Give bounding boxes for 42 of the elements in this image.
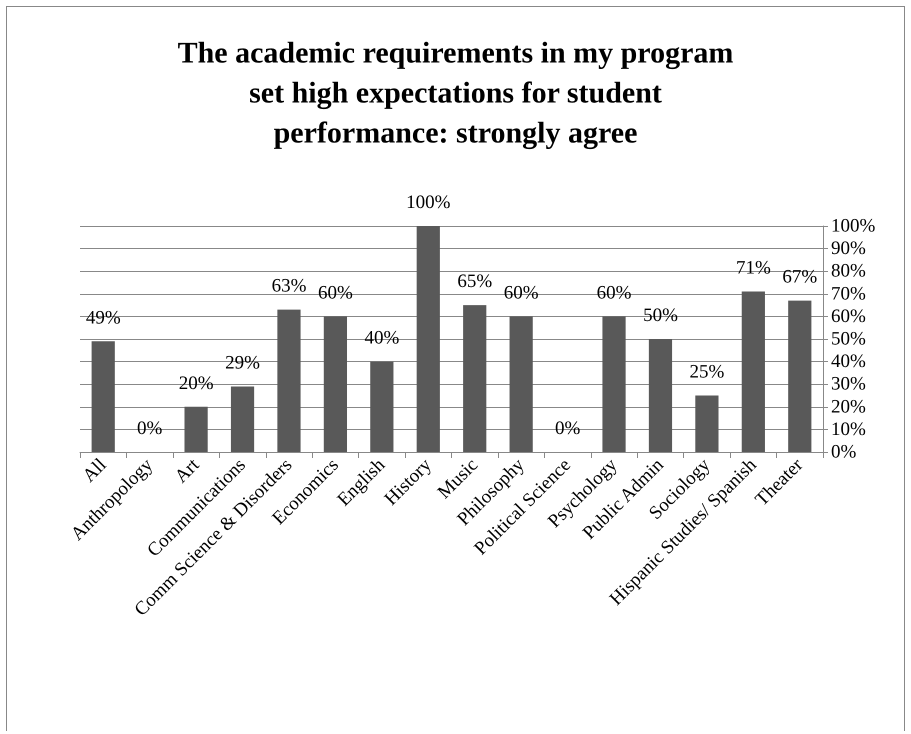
bar	[463, 305, 486, 452]
data-label: 60%	[318, 282, 353, 304]
y-tick-label: 40%	[831, 351, 866, 372]
bar	[416, 226, 440, 452]
y-tick-label: 30%	[831, 374, 866, 395]
data-label: 50%	[643, 305, 678, 326]
data-label: 40%	[364, 328, 400, 349]
y-tick-label: 50%	[831, 328, 866, 350]
data-label: 60%	[596, 282, 632, 304]
bar	[695, 396, 719, 452]
y-tick-label: 70%	[831, 283, 866, 304]
data-label: 60%	[504, 282, 539, 304]
data-label: 63%	[272, 276, 307, 297]
y-tick-label: 60%	[831, 306, 866, 327]
data-label: 71%	[736, 258, 771, 279]
data-label: 0%	[554, 418, 580, 439]
bar	[742, 292, 765, 452]
y-tick-label: 90%	[831, 238, 866, 260]
bar	[602, 316, 626, 452]
data-label: 0%	[136, 418, 162, 439]
y-tick-label: 80%	[831, 260, 866, 282]
data-label: 65%	[457, 271, 492, 292]
data-label: 20%	[178, 372, 214, 394]
y-tick-label: 20%	[831, 396, 866, 418]
bar	[324, 316, 348, 452]
y-tick-label: 0%	[831, 442, 856, 462]
data-label: 49%	[86, 307, 121, 328]
bar	[510, 316, 533, 452]
bar	[370, 362, 394, 452]
data-label: 29%	[225, 352, 260, 374]
chart-title: The academic requirements in my program set high expectations for student performance: strongly agree	[178, 36, 734, 150]
y-tick-label: 10%	[831, 418, 866, 440]
bar	[648, 339, 672, 452]
data-label: 100%	[406, 192, 451, 213]
bar	[230, 386, 254, 452]
bar	[788, 300, 812, 452]
y-tick-label: 100%	[831, 216, 876, 236]
data-label: 25%	[689, 362, 724, 382]
bar	[277, 310, 301, 452]
data-label: 67%	[782, 266, 818, 288]
bar	[184, 406, 208, 452]
bar	[92, 341, 115, 452]
